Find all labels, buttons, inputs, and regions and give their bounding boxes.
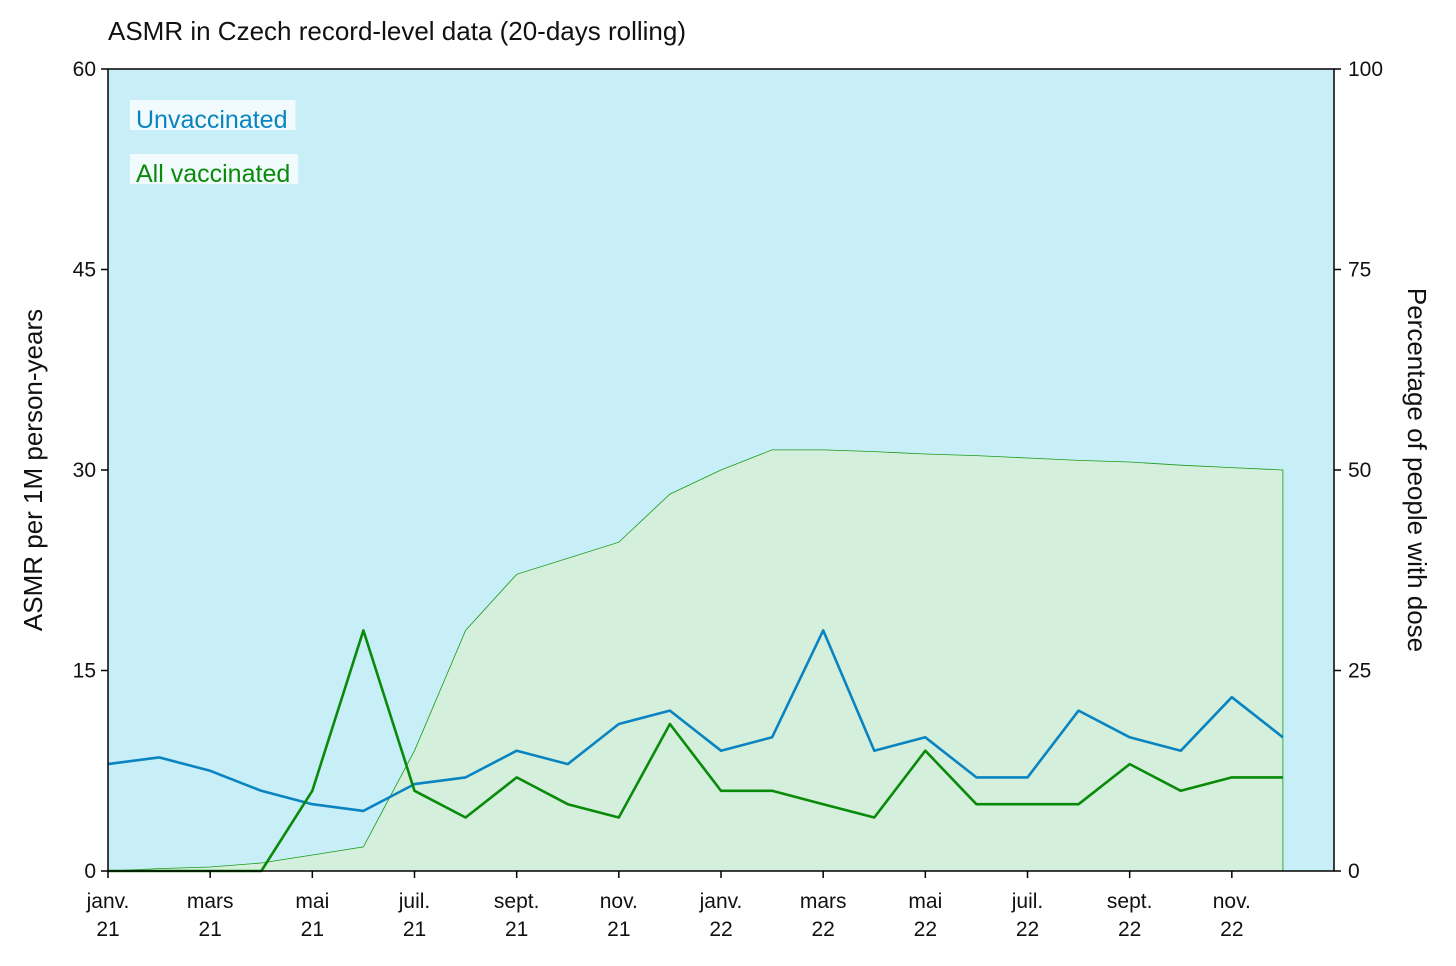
x-tick-label-line: sept.: [494, 890, 540, 913]
x-tick-label-line: 22: [811, 918, 834, 941]
x-tick-label-line: mai: [295, 890, 329, 913]
y-axis-label: ASMR per 1M person-years: [18, 309, 48, 631]
x-tick-label: nov. 21: [600, 890, 638, 941]
y2-tick-label: 0: [1348, 860, 1360, 883]
y-tick-label: 0: [84, 860, 96, 883]
x-tick-label-line: 22: [709, 918, 732, 941]
x-tick-label-line: 21: [198, 918, 221, 941]
legend-label: All vaccinated: [136, 160, 290, 188]
legend-box: [130, 100, 296, 130]
chart-title: ASMR in Czech record-level data (20-days…: [108, 16, 686, 46]
x-tick-label-line: 22: [914, 918, 937, 941]
x-tick-label: mars 22: [800, 890, 847, 941]
x-tick-label-line: 21: [403, 918, 426, 941]
x-tick-label: mars 21: [187, 890, 234, 941]
y2-tick-label: 75: [1348, 259, 1371, 282]
x-tick-label: sept. 21: [494, 890, 540, 941]
x-tick-label-line: janv.: [86, 890, 130, 913]
y2-tick-label: 50: [1348, 459, 1371, 482]
x-tick-label: janv. 21: [86, 890, 130, 941]
x-tick-label: mai 21: [295, 890, 329, 941]
x-tick-label: sept. 22: [1107, 890, 1153, 941]
x-tick-label-line: 21: [301, 918, 324, 941]
x-tick-label-line: 22: [1016, 918, 1039, 941]
y2-tick-label: 25: [1348, 660, 1371, 683]
x-tick-label-line: 21: [607, 918, 630, 941]
x-tick-label-line: 22: [1118, 918, 1141, 941]
legend-box: [130, 154, 299, 184]
x-tick-label-line: nov.: [600, 890, 638, 913]
y2-axis-label: Percentage of people with dose: [1402, 288, 1432, 652]
x-tick-label: janv. 22: [699, 890, 743, 941]
x-tick-label: nov. 22: [1213, 890, 1251, 941]
y-tick-label: 30: [73, 459, 96, 482]
x-tick-label-line: 21: [96, 918, 119, 941]
y-tick-label: 60: [73, 58, 96, 81]
area: [107, 449, 1284, 872]
x-tick-label: mai 22: [908, 890, 942, 941]
x-tick-label-line: juil.: [1011, 890, 1044, 913]
x-tick-label-line: mars: [187, 890, 234, 913]
x-tick-label-line: janv.: [699, 890, 743, 913]
x-tick-label-line: 22: [1220, 918, 1243, 941]
y2-tick-label: 100: [1348, 58, 1383, 81]
x-tick-label-line: 21: [505, 918, 528, 941]
legend-label: Unvaccinated: [136, 106, 287, 134]
x-tick-label: juil. 21: [398, 890, 431, 941]
x-tick-label: juil. 22: [1011, 890, 1044, 941]
y-tick-label: 15: [73, 660, 96, 683]
y-tick-label: 45: [73, 259, 96, 282]
x-tick-label-line: mars: [800, 890, 847, 913]
x-tick-label-line: nov.: [1213, 890, 1251, 913]
x-tick-label-line: mai: [908, 890, 942, 913]
x-tick-label-line: sept.: [1107, 890, 1153, 913]
x-tick-label-line: juil.: [398, 890, 431, 913]
line: [108, 629, 1283, 873]
